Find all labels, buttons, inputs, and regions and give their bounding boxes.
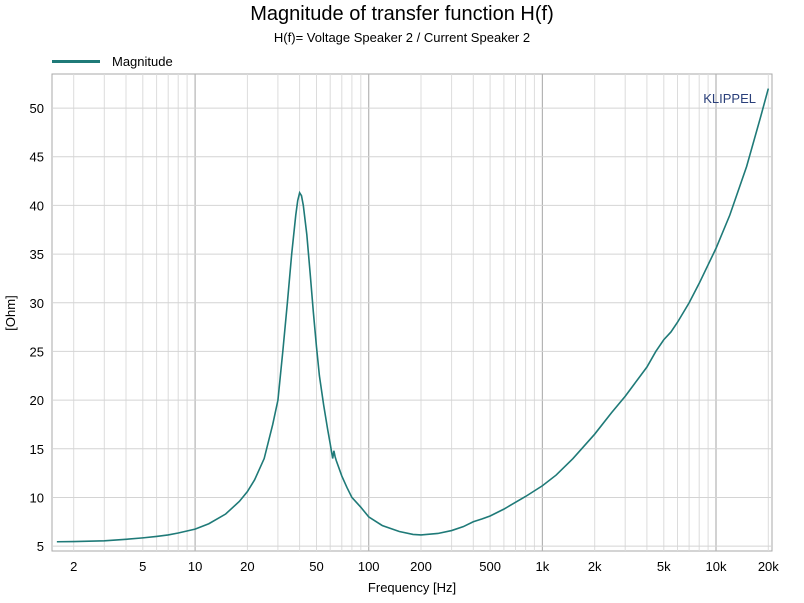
legend-label-magnitude: Magnitude (112, 53, 173, 69)
series-line-magnitude (56, 88, 770, 543)
grid (52, 74, 772, 551)
y-axis-ticks: 5 10 15 20 25 30 35 40 45 50 (30, 101, 44, 554)
chart-title: Magnitude of transfer function H(f) (250, 3, 554, 25)
legend: Magnitude (52, 52, 173, 70)
x-tick-label: 100 (358, 559, 380, 574)
x-tick-label: 10k (706, 559, 727, 574)
y-tick-label: 25 (30, 344, 44, 359)
x-tick-label: 2k (588, 559, 602, 574)
y-tick-label: 50 (30, 101, 44, 116)
x-axis-title: Frequency [Hz] (368, 580, 456, 595)
y-tick-label: 30 (30, 296, 44, 311)
x-tick-label: 20k (758, 559, 779, 574)
x-tick-label: 20 (240, 559, 254, 574)
x-tick-label: 200 (410, 559, 432, 574)
y-tick-label: 40 (30, 198, 44, 213)
x-tick-label: 10 (188, 559, 202, 574)
x-tick-label: 5k (657, 559, 671, 574)
x-tick-label: 1k (536, 559, 550, 574)
y-tick-label: 10 (30, 491, 44, 506)
y-tick-label: 20 (30, 393, 44, 408)
legend-swatch-magnitude (52, 59, 100, 63)
y-tick-label: 15 (30, 442, 44, 457)
x-tick-label: 500 (479, 559, 501, 574)
x-tick-label: 50 (309, 559, 323, 574)
y-tick-label: 45 (30, 150, 44, 165)
x-tick-label: 5 (139, 559, 146, 574)
y-axis-title: [Ohm] (3, 295, 18, 330)
y-tick-label: 5 (37, 539, 44, 554)
klippel-annotation: KLIPPEL (703, 91, 756, 106)
plot-area (51, 73, 773, 552)
x-axis-ticks: 2 5 10 20 50 100 200 500 1k 2k 5k 10k 20k (70, 559, 779, 574)
x-tick-label: 2 (70, 559, 77, 574)
y-tick-label: 35 (30, 247, 44, 262)
chart-subtitle: H(f)= Voltage Speaker 2 / Current Speake… (273, 30, 531, 45)
